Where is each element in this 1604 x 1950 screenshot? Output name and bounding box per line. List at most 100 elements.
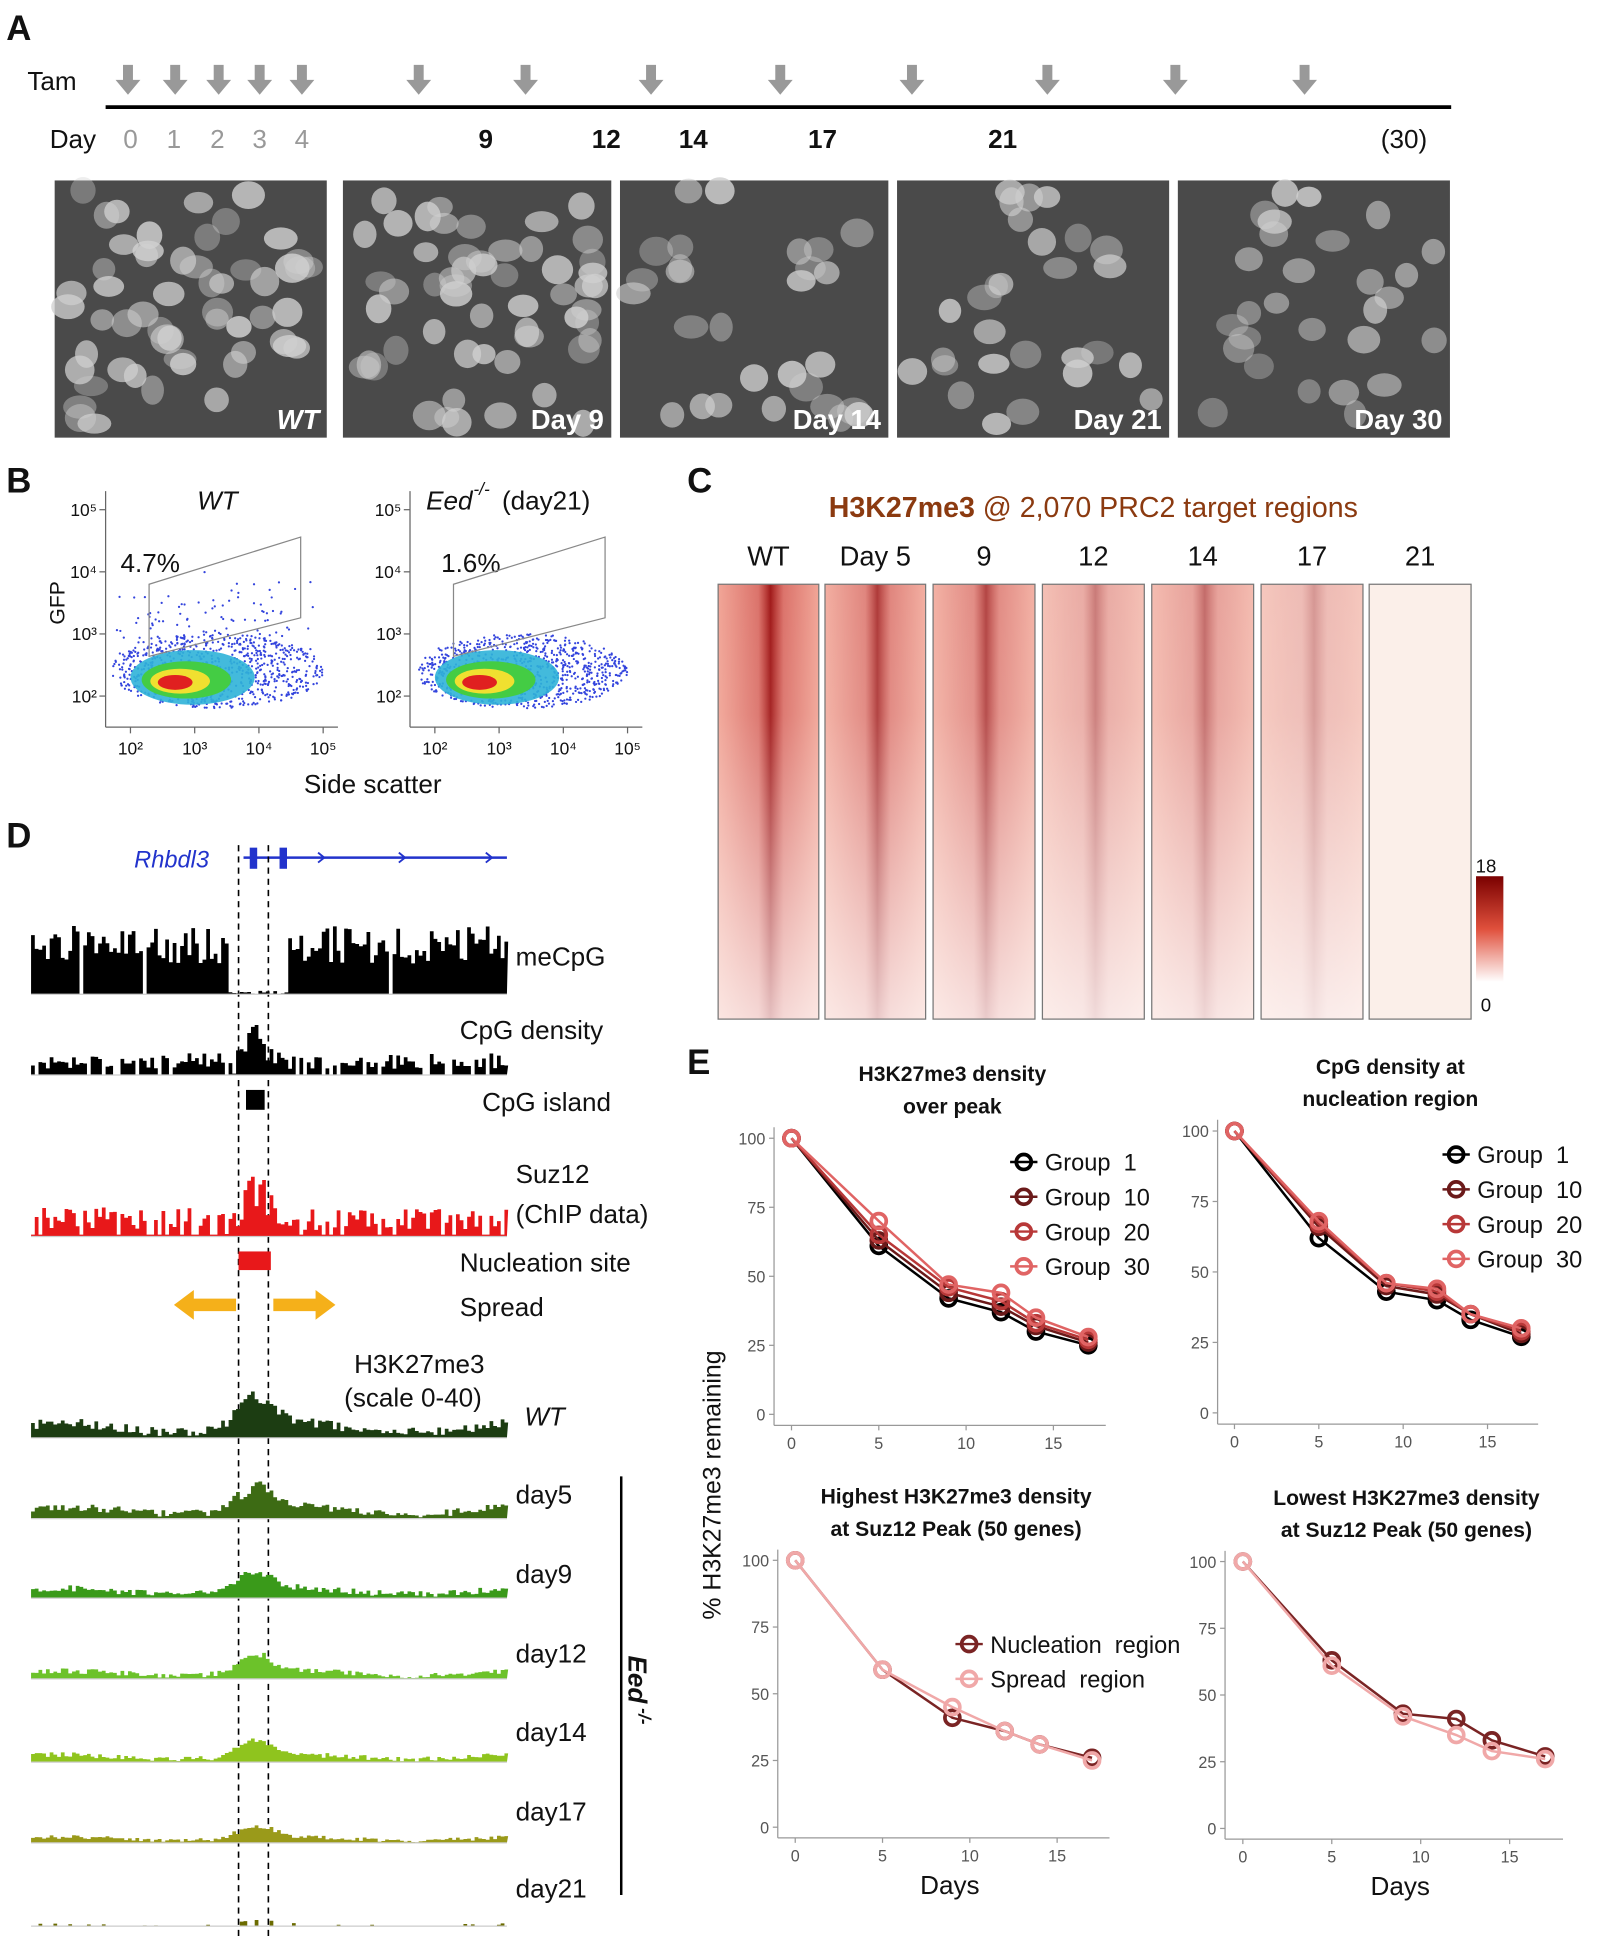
event-dot (128, 668, 131, 671)
event-dot (542, 642, 545, 645)
event-dot (270, 673, 273, 676)
event-dot (249, 691, 252, 695)
event-dot (587, 661, 590, 665)
spread-arrow (173, 1289, 237, 1320)
cell (64, 404, 97, 433)
image-label: Day 9 (531, 404, 604, 435)
event-dot (560, 661, 563, 665)
event-dot (128, 673, 131, 676)
cell (371, 187, 397, 215)
event-dot (296, 656, 299, 659)
event-dot (150, 637, 153, 640)
event-dot (622, 664, 625, 667)
event-dot (458, 650, 462, 653)
cell (453, 339, 482, 369)
y-tick-label: 10² (72, 686, 97, 706)
event-dot (434, 690, 438, 693)
event-dot (228, 599, 231, 602)
event-dot (421, 667, 424, 670)
event-dot (561, 674, 564, 677)
cell (427, 196, 453, 218)
colorbar-label: 18 (1476, 855, 1497, 876)
event-dot (454, 647, 457, 650)
event-dot (181, 636, 184, 640)
event-dot (217, 631, 221, 635)
event-dot (242, 640, 245, 643)
event-dot (424, 656, 427, 659)
cell (92, 257, 116, 281)
event-dot (122, 662, 125, 665)
event-dot (583, 657, 587, 660)
event-dot (125, 658, 128, 661)
event-dot (543, 648, 546, 652)
event-dot (264, 643, 267, 646)
event-dot (299, 647, 303, 650)
event-dot (588, 668, 592, 671)
cell (204, 387, 229, 413)
event-dot (132, 654, 135, 658)
event-dot (279, 699, 283, 702)
event-dot (254, 659, 258, 662)
event-dot (203, 571, 206, 574)
series-line (794, 1559, 1093, 1762)
event-dot (597, 682, 600, 685)
event-dot (540, 705, 544, 709)
event-dot (608, 674, 612, 677)
event-dot (234, 637, 237, 640)
cell (202, 297, 234, 327)
panel-a: 0 1 2 3 4 9 12 14 17 21 (30)WT Day 9 Day 14 Day 21 Day… (51, 64, 1450, 438)
event-dot (623, 667, 627, 670)
title-bold: H3K27me3 (829, 492, 975, 524)
event-dot (114, 659, 117, 662)
event-dot (129, 689, 133, 692)
cell (786, 238, 812, 265)
event-dot (615, 665, 618, 668)
x-tick-label: 0 (1238, 1849, 1247, 1867)
gate (148, 536, 302, 658)
event-dot (120, 684, 123, 687)
event-dot (608, 665, 611, 668)
event-dot (246, 647, 249, 650)
event-dot (276, 666, 279, 670)
cell (1374, 286, 1404, 309)
event-dot (158, 637, 161, 640)
cell (1027, 228, 1057, 256)
event-dot (135, 621, 138, 624)
event-dot (263, 637, 266, 640)
event-dot (524, 646, 527, 649)
event-dot (469, 642, 472, 646)
event-dot (537, 638, 540, 641)
gate (452, 536, 606, 658)
event-dot (439, 659, 442, 662)
event-dot (574, 685, 577, 688)
event-dot (519, 634, 523, 637)
event-dot (440, 649, 443, 652)
event-dot (544, 654, 547, 657)
event-dot (243, 647, 246, 650)
event-dot (197, 601, 200, 604)
y-tick-label: 50 (751, 1686, 769, 1704)
event-dot (491, 705, 494, 708)
event-dot (274, 652, 278, 655)
x-tick-label: 10⁵ (614, 738, 641, 758)
event-dot (580, 691, 583, 695)
event-dot (565, 685, 568, 689)
event-dot (250, 659, 253, 662)
event-dot (510, 636, 513, 639)
event-dot (287, 682, 290, 686)
event-dot (592, 688, 595, 691)
event-dot (604, 662, 608, 665)
event-dot (275, 631, 278, 634)
event-dot (576, 675, 579, 678)
event-dot (478, 643, 481, 646)
x-tick-label: 5 (1314, 1434, 1323, 1452)
cell (567, 334, 600, 364)
data-point (785, 1550, 805, 1570)
x-tick-label: 10 (957, 1435, 975, 1453)
track-label: (ChIP data) (516, 1199, 649, 1229)
event-dot (564, 636, 567, 639)
heatmap-fade (824, 584, 926, 1020)
legend-label: Spread region (990, 1668, 1145, 1694)
event-dot (160, 601, 163, 604)
